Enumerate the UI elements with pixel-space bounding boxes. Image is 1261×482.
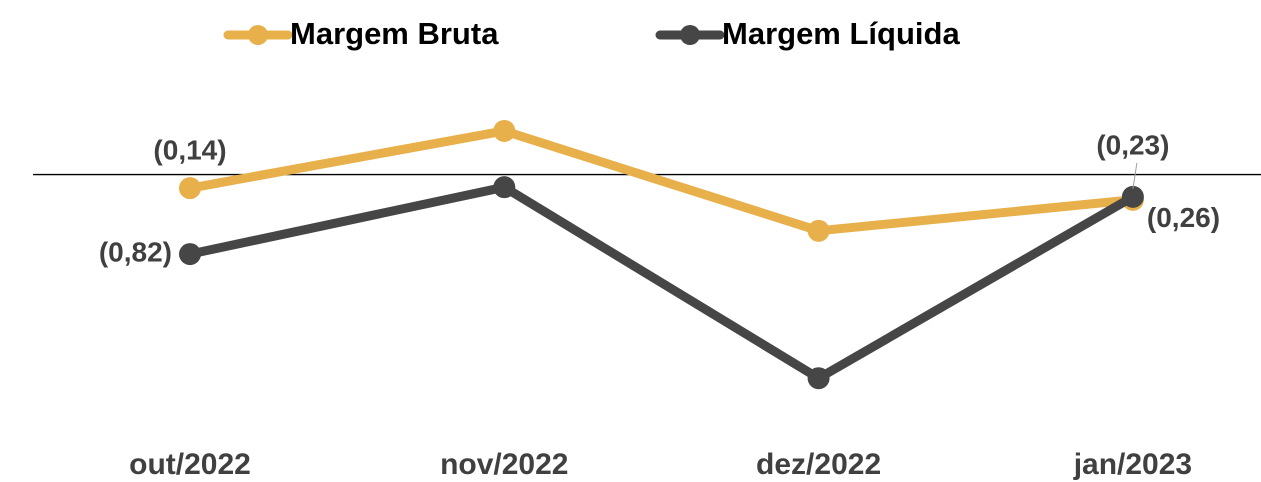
legend-label: Margem Líquida bbox=[722, 16, 960, 51]
x-tick-label: out/2022 bbox=[129, 448, 251, 481]
leader-line bbox=[1132, 162, 1138, 189]
point bbox=[179, 243, 201, 266]
data-label: (0,26) bbox=[1147, 202, 1220, 233]
series-line bbox=[189, 182, 1136, 383]
x-tick-label: dez/2022 bbox=[756, 448, 881, 481]
x-tick-label: jan/2023 bbox=[1073, 448, 1192, 481]
point bbox=[493, 176, 516, 199]
point bbox=[807, 219, 830, 242]
series-line bbox=[189, 126, 1134, 236]
data-label: (0,82) bbox=[99, 236, 172, 267]
point bbox=[1121, 185, 1144, 208]
point bbox=[807, 367, 830, 390]
legend-marker bbox=[248, 25, 268, 45]
data-label: (0,14) bbox=[153, 135, 226, 166]
point bbox=[179, 177, 201, 200]
legend-marker bbox=[680, 25, 700, 45]
x-tick-label: nov/2022 bbox=[440, 448, 568, 481]
legend-label: Margem Bruta bbox=[290, 16, 499, 51]
data-label: (0,23) bbox=[1096, 129, 1169, 160]
point bbox=[493, 119, 516, 142]
